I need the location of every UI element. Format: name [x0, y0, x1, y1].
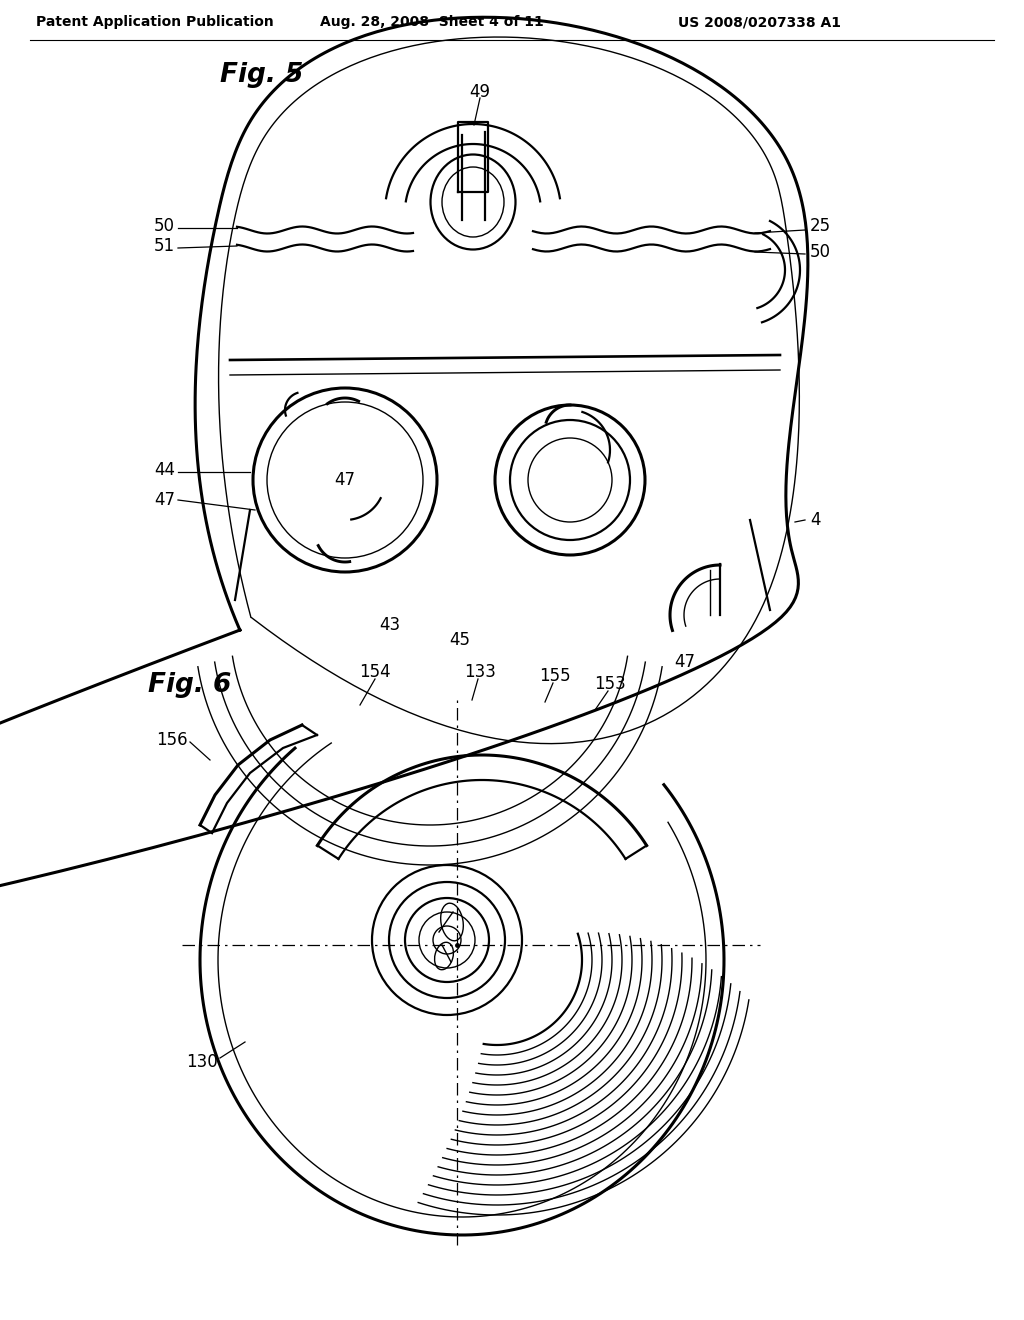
Text: 155: 155 — [540, 667, 570, 685]
Text: 45: 45 — [450, 631, 470, 649]
Text: 44: 44 — [154, 461, 175, 479]
Text: 133: 133 — [464, 663, 496, 681]
Text: 25: 25 — [810, 216, 831, 235]
Text: Patent Application Publication: Patent Application Publication — [36, 15, 273, 29]
Text: Fig. 5: Fig. 5 — [220, 62, 303, 88]
Text: 47: 47 — [335, 471, 355, 488]
Text: 50: 50 — [810, 243, 831, 261]
Text: 47: 47 — [154, 491, 175, 510]
Text: 156: 156 — [157, 731, 188, 748]
Text: Aug. 28, 2008  Sheet 4 of 11: Aug. 28, 2008 Sheet 4 of 11 — [321, 15, 544, 29]
Text: 130: 130 — [186, 1053, 218, 1071]
Text: 154: 154 — [359, 663, 391, 681]
Text: 47: 47 — [675, 653, 695, 671]
Text: 153: 153 — [594, 675, 626, 693]
Text: 51: 51 — [154, 238, 175, 255]
Text: US 2008/0207338 A1: US 2008/0207338 A1 — [679, 15, 842, 29]
Text: 43: 43 — [380, 616, 400, 634]
Text: 49: 49 — [469, 83, 490, 102]
Text: Fig. 6: Fig. 6 — [148, 672, 231, 698]
Text: 50: 50 — [154, 216, 175, 235]
Text: 4: 4 — [810, 511, 820, 529]
